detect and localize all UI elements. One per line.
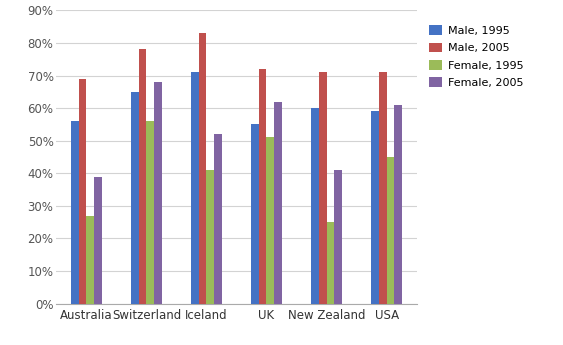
Bar bbox=[327, 222, 334, 304]
Bar bbox=[215, 134, 222, 304]
Bar bbox=[94, 177, 102, 304]
Bar bbox=[251, 125, 258, 304]
Bar bbox=[131, 92, 138, 304]
Bar bbox=[319, 72, 327, 304]
Bar bbox=[146, 121, 154, 304]
Bar bbox=[258, 69, 266, 304]
Bar bbox=[78, 79, 86, 304]
Bar bbox=[207, 170, 215, 304]
Bar bbox=[154, 82, 162, 304]
Bar bbox=[266, 137, 274, 304]
Bar bbox=[387, 157, 395, 304]
Bar bbox=[395, 105, 402, 304]
Bar bbox=[334, 170, 342, 304]
Bar bbox=[191, 72, 199, 304]
Bar bbox=[71, 121, 78, 304]
Bar bbox=[379, 72, 387, 304]
Bar bbox=[138, 49, 146, 304]
Bar bbox=[371, 111, 379, 304]
Bar bbox=[199, 33, 207, 304]
Bar bbox=[311, 108, 319, 304]
Bar bbox=[86, 216, 94, 304]
Bar bbox=[274, 101, 282, 304]
Legend: Male, 1995, Male, 2005, Female, 1995, Female, 2005: Male, 1995, Male, 2005, Female, 1995, Fe… bbox=[426, 22, 527, 91]
